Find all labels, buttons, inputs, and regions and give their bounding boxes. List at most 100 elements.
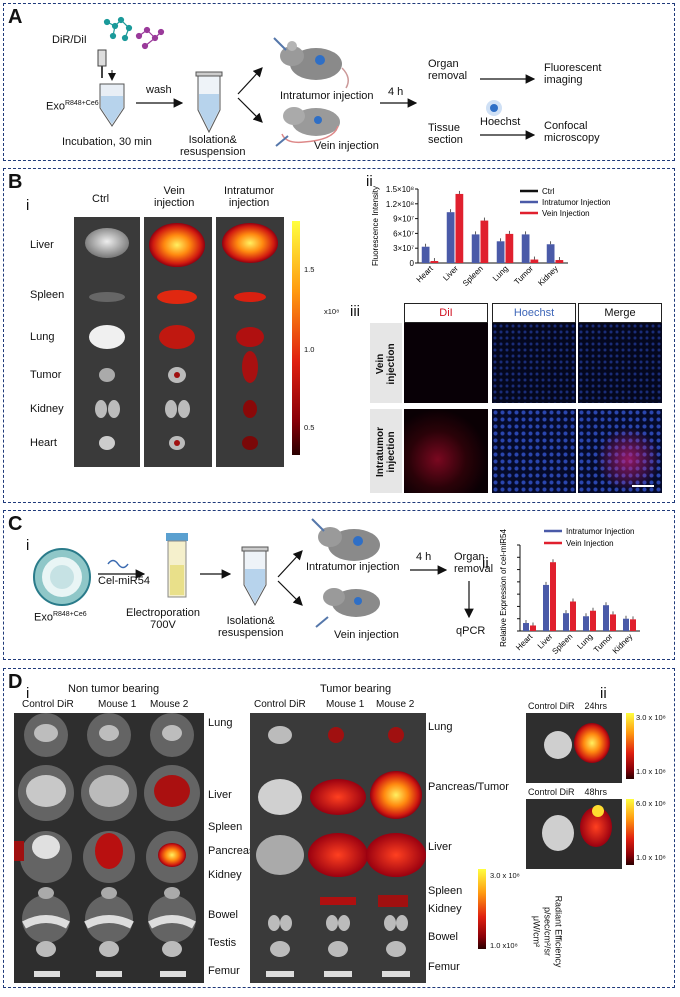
row-label: Spleen xyxy=(30,289,65,301)
scale-tick: 1.5 xyxy=(304,265,315,274)
scale-top: 3.0 x 10⁸ xyxy=(490,871,520,880)
ii-organs-48 xyxy=(542,805,612,851)
x-tick-label: Kidney xyxy=(536,264,560,288)
vein-label: Vein injection xyxy=(314,140,379,152)
col-ctrl: Ctrl xyxy=(92,193,110,205)
isolation-label: Isolation& resuspension xyxy=(180,134,246,158)
fluorescence-bar-chart: 0 3×10⁷ 6×10⁷ 9×10⁷ 1.2×10⁸ 1.5×10⁸ Fluorescen… xyxy=(371,185,610,288)
y-axis-label: Relative Expression of cel-miR54 xyxy=(499,529,508,647)
ii-label-24: Control DiR 24hrs xyxy=(528,701,608,711)
x-tick-label: Lung xyxy=(491,264,510,283)
micro-vein-merge xyxy=(578,323,662,403)
col-label: Mouse 1 xyxy=(326,699,365,710)
organ-label: Spleen xyxy=(428,885,463,897)
radiant-efficiency-label: Radiant Efficiency p/sec/cm²/sr μW/cm² xyxy=(531,895,564,968)
bar xyxy=(623,618,629,631)
row-label: Heart xyxy=(30,437,57,449)
bar xyxy=(430,261,439,263)
panel-b-ii-label: ii xyxy=(366,173,373,190)
micro-vein-dii xyxy=(404,323,488,403)
row-label: Tumor xyxy=(30,369,62,381)
organ-label: Pancreas xyxy=(208,845,255,857)
panel-b: B i Ctrl Vein injection Intratumor injecti… xyxy=(3,168,675,503)
panel-a-label: A xyxy=(8,6,23,28)
vein-label: Vein injection xyxy=(334,629,399,641)
organ-label: Liver xyxy=(428,841,452,853)
organ-label: Bowel xyxy=(428,931,458,943)
micro-header-dii: DiI xyxy=(404,303,488,323)
x-tick-label: Spleen xyxy=(550,632,574,656)
organ-label: Kidney xyxy=(428,903,462,915)
time-label: 4 h xyxy=(388,86,404,98)
ii-scale-24-top: 3.0 x 10⁸ xyxy=(636,713,666,722)
exo-label: ExoR848+Ce6 xyxy=(46,100,99,113)
confocal-label: Confocal microscopy xyxy=(544,120,600,144)
isolation-label: Isolation& resuspension xyxy=(218,615,284,639)
ii-scale-48-bot: 1.0 x 10⁸ xyxy=(636,853,666,862)
scale-tick: 0.5 xyxy=(304,423,315,432)
micro-intra-merge xyxy=(578,409,662,493)
incubation-label: Incubation, 30 min xyxy=(62,136,152,148)
x-tick-label: Heart xyxy=(514,632,535,653)
tube-icon xyxy=(195,71,223,134)
bar xyxy=(480,220,489,263)
micro-row-vein-label: Vein injection xyxy=(370,323,402,403)
x-tick-label: Spleen xyxy=(461,264,485,288)
y-tick-label: 9×10⁷ xyxy=(393,215,414,224)
mouse-intratumor-icon xyxy=(273,37,349,89)
col-label: Mouse 1 xyxy=(98,699,137,710)
organ-images xyxy=(85,223,278,450)
bar xyxy=(496,241,505,263)
ii-scale-48 xyxy=(626,799,634,865)
bar xyxy=(530,625,536,631)
bar xyxy=(603,605,609,631)
micro-vein-hoechst xyxy=(492,323,576,403)
legend-label: Intratumor Injection xyxy=(566,527,634,536)
split-arrows xyxy=(277,550,303,606)
bar xyxy=(610,614,616,631)
panel-c: C i ExoR848+Ce6 Cel-miR54 Electroporatio… xyxy=(3,510,675,660)
panel-b-iii-label: iii xyxy=(350,303,360,320)
y-tick-label: 6×10⁷ xyxy=(393,229,414,238)
mirna-icon xyxy=(107,559,129,569)
legend-label: Vein Injection xyxy=(542,209,590,218)
col-label: Mouse 2 xyxy=(376,699,415,710)
time-label: 4 h xyxy=(416,551,432,563)
organ-label: Liver xyxy=(208,789,232,801)
col-label: Mouse 2 xyxy=(150,699,189,710)
organ-label: Spleen xyxy=(208,821,243,833)
y-tick-label: 3×10⁷ xyxy=(393,244,414,253)
panel-c-i-label: i xyxy=(26,537,30,554)
bar xyxy=(546,244,555,263)
bar xyxy=(583,616,589,631)
organ-label: Organ removal xyxy=(428,58,468,82)
fluor-label: Fluorescent imaging xyxy=(544,62,602,86)
bar xyxy=(530,259,539,263)
row-label: Kidney xyxy=(30,403,64,415)
intratumor-label: Intratumor injection xyxy=(280,90,374,102)
panel-d-i-label: i xyxy=(26,685,30,702)
tissue-label: Tissue section xyxy=(428,122,463,146)
legend-label: Vein Injection xyxy=(566,539,614,548)
dye-label: DiR/DiI xyxy=(52,34,87,46)
bar xyxy=(630,619,636,631)
wash-arrow xyxy=(136,98,184,108)
x-tick-label: Heart xyxy=(415,264,436,285)
y-axis-label: Fluorescence Intensity xyxy=(371,186,380,266)
electro-arrow xyxy=(200,569,232,579)
micro-header-hoechst: Hoechst xyxy=(492,303,576,323)
bar xyxy=(590,610,596,631)
dye-molecules-icon xyxy=(103,16,165,50)
time-arrow xyxy=(380,98,418,108)
bar xyxy=(471,234,480,263)
scale-bottom: 1.0 x10⁸ xyxy=(490,941,518,950)
bar xyxy=(563,613,569,631)
mouse-vein-icon xyxy=(275,107,340,147)
hoechst-label: Hoechst xyxy=(480,116,521,128)
ii-scale-24 xyxy=(626,713,634,779)
x-tick-label: Liver xyxy=(441,264,460,283)
qpcr-arrow xyxy=(464,581,474,619)
wash-label: wash xyxy=(146,84,172,96)
exosome-icon xyxy=(33,548,91,606)
organ-label: Lung xyxy=(428,721,453,733)
